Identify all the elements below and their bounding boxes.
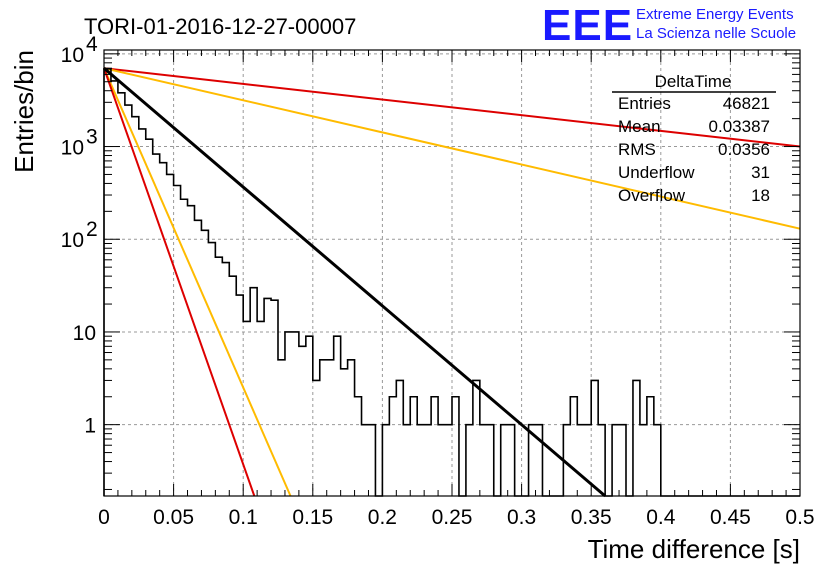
x-tick-label: 0.4 — [646, 506, 676, 529]
x-tick-label: 0.3 — [507, 506, 536, 529]
chart-title: TORI-01-2016-12-27-00007 — [84, 14, 356, 39]
stats-value: 46821 — [723, 94, 770, 113]
stats-rows: Entries 46821 Mean 0.03387 RMS 0.0356 Underflo… — [618, 94, 770, 205]
x-tick-label: 0.45 — [710, 506, 751, 529]
stats-value: 0.03387 — [709, 117, 770, 136]
fit-line — [103, 67, 607, 498]
x-tick-label: 0.5 — [785, 506, 814, 529]
x-tick-label: 0.25 — [432, 506, 473, 529]
y-tick-label: 10 — [61, 44, 84, 67]
stats-label: Entries — [618, 94, 671, 113]
x-axis: 0 0.05 0.1 0.15 0.2 0.25 0.3 0.35 0.4 0.45 0.5 — [98, 50, 815, 529]
y-axis-title: Entries/bin — [9, 50, 39, 173]
stats-value: 0.0356 — [718, 140, 770, 159]
stats-label: Overflow — [618, 186, 686, 205]
x-tick-label: 0.1 — [229, 506, 258, 529]
stats-value: 18 — [751, 186, 770, 205]
x-tick-label: 0.05 — [153, 506, 194, 529]
y-tick-exponent: 4 — [86, 33, 98, 56]
stats-box: DeltaTime Entries 46821 Mean 0.03387 RMS 0.03… — [612, 72, 776, 205]
eee-logo-line1: Extreme Energy Events — [636, 6, 794, 23]
reference-line — [103, 67, 256, 497]
x-tick-label: 0.2 — [368, 506, 397, 529]
histogram — [103, 67, 800, 497]
y-tick-label: 10 — [61, 137, 84, 160]
reference-line — [103, 67, 292, 497]
eee-logo-line2: La Scienza nelle Scuole — [636, 25, 796, 42]
exponential-fit — [103, 67, 607, 498]
y-tick-exponent: 3 — [86, 126, 98, 149]
y-tick-label: 10 — [73, 322, 96, 345]
stats-header: DeltaTime — [655, 72, 732, 91]
eee-logo: EEE Extreme Energy Events La Scienza nel… — [542, 1, 796, 50]
y-tick-label: 1 — [84, 415, 96, 438]
x-tick-label: 0.35 — [571, 506, 612, 529]
stats-label: Mean — [618, 117, 661, 136]
stats-value: 31 — [751, 163, 770, 182]
y-tick-exponent: 2 — [86, 218, 98, 241]
eee-logo-mark: EEE — [542, 1, 633, 50]
reference-lines — [103, 67, 801, 497]
histogram-outline — [103, 67, 800, 497]
stats-label: RMS — [618, 140, 656, 159]
x-tick-label: 0 — [98, 506, 110, 529]
reference-line — [103, 67, 801, 230]
x-tick-label: 0.15 — [292, 506, 333, 529]
x-axis-title: Time difference [s] — [588, 534, 800, 564]
stats-label: Underflow — [618, 163, 695, 182]
reference-line — [103, 67, 801, 148]
y-tick-label: 10 — [61, 229, 84, 252]
